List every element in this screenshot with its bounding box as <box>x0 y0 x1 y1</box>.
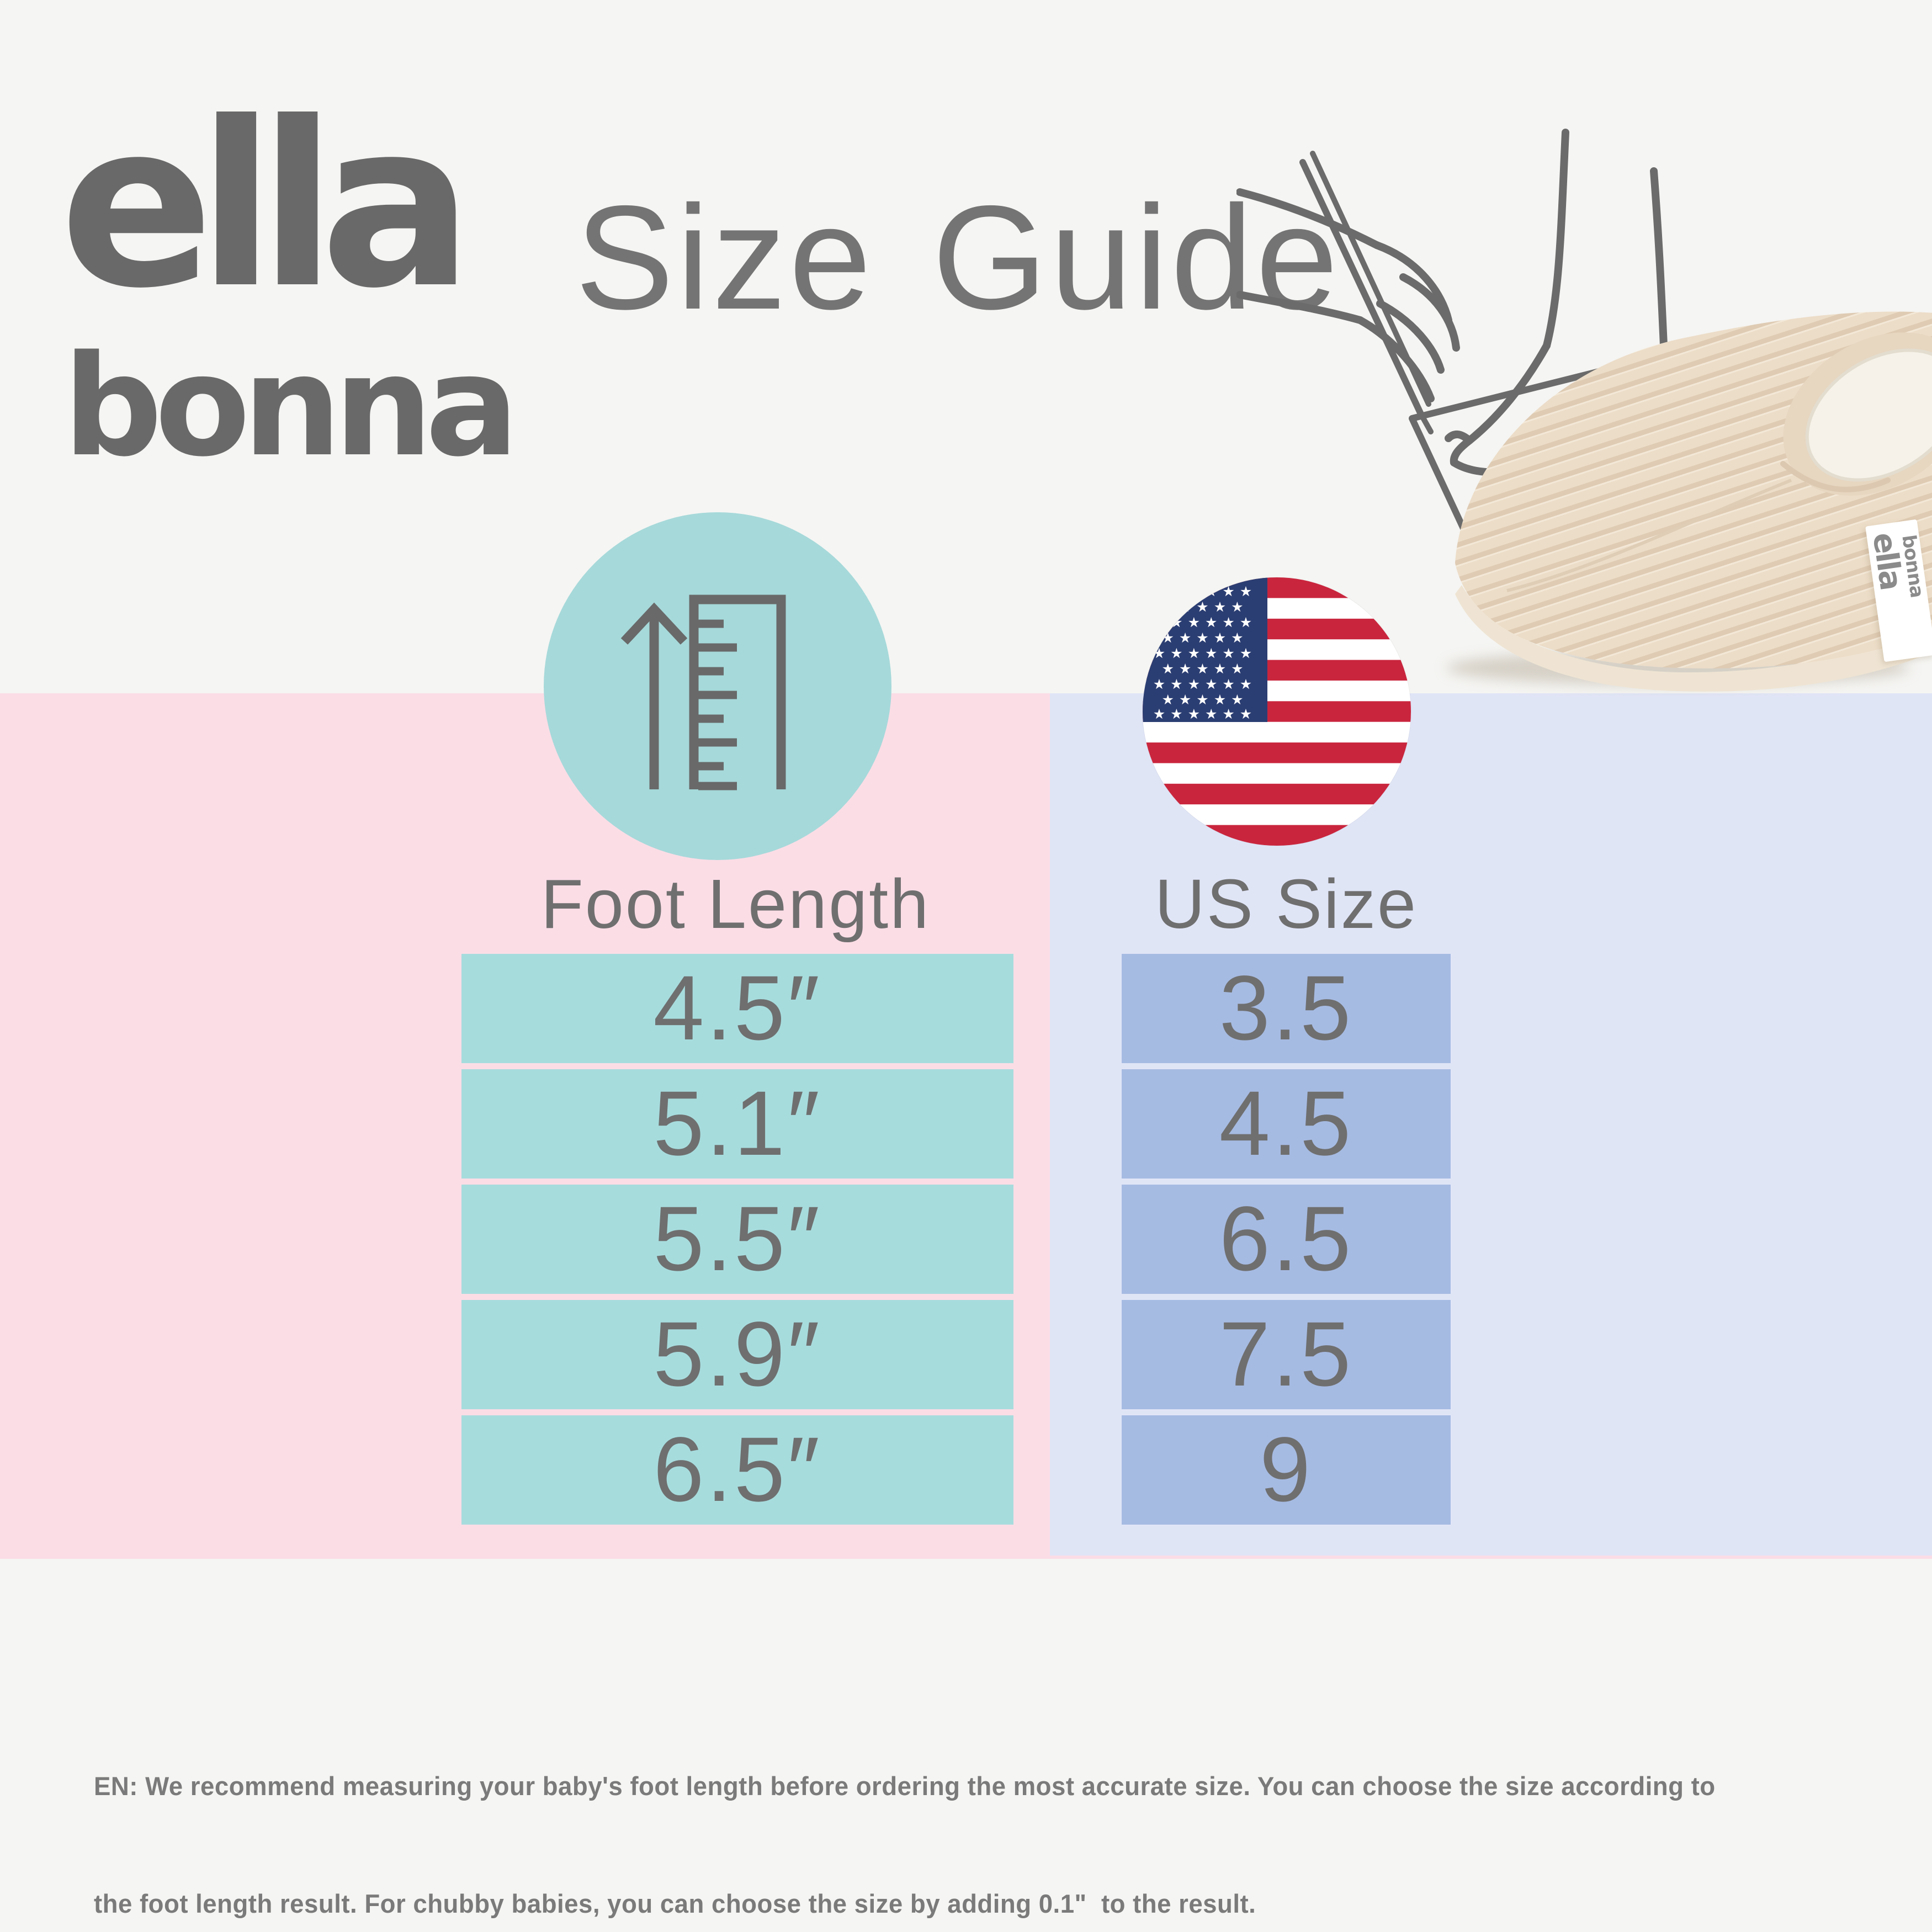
svg-text:★★★★★: ★★★★★ <box>1161 599 1248 615</box>
corduroy-baby-shoe-photo <box>1446 311 1932 692</box>
svg-text:★★★★★★: ★★★★★★ <box>1153 614 1257 630</box>
page-title: Size Guide <box>575 174 1341 340</box>
foot-tracing-illustration <box>1236 129 1719 554</box>
foot-length-cell: 4.5″ <box>461 954 1013 1063</box>
brand-logo: ella bonna <box>60 74 519 487</box>
us-size-cell: 6.5 <box>1122 1185 1451 1294</box>
svg-text:★★★★★★: ★★★★★★ <box>1153 583 1257 599</box>
svg-text:★★★★★★: ★★★★★★ <box>1153 676 1257 692</box>
foot-length-cell: 5.9″ <box>461 1300 1013 1409</box>
svg-text:★★★★★: ★★★★★ <box>1161 630 1248 646</box>
us-flag-icon: ★★★★★★ ★★★★★ ★★★★★★ ★★★★★ ★★★★★★ ★★★★★ ★… <box>1143 577 1411 846</box>
foot-length-cell: 5.1″ <box>461 1069 1013 1179</box>
svg-text:★★★★★★: ★★★★★★ <box>1153 706 1257 722</box>
brand-logo-line1: ella <box>60 74 474 338</box>
us-size-cell: 4.5 <box>1122 1069 1451 1179</box>
brand-logo-line2: bonna <box>63 326 519 487</box>
svg-text:★★★★★: ★★★★★ <box>1161 692 1248 708</box>
us-size-cell: 3.5 <box>1122 954 1451 1063</box>
svg-text:★★★★★★: ★★★★★★ <box>1153 645 1257 661</box>
foot-length-column-header: Foot Length <box>540 864 931 943</box>
measuring-note-line2: the foot length result. For chubby babie… <box>94 1889 1256 1918</box>
foot-length-badge <box>544 512 891 860</box>
measuring-note: EN: We recommend measuring your baby's f… <box>94 1688 1716 1932</box>
us-size-column-header: US Size <box>1154 864 1418 943</box>
us-size-cell: 7.5 <box>1122 1300 1451 1409</box>
foot-length-cell: 6.5″ <box>461 1415 1013 1525</box>
svg-text:★★★★★: ★★★★★ <box>1161 661 1248 677</box>
foot-length-cell: 5.5″ <box>461 1185 1013 1294</box>
us-size-cell: 9 <box>1122 1415 1451 1525</box>
measuring-note-line1: EN: We recommend measuring your baby's f… <box>94 1771 1716 1801</box>
ruler-up-arrow-icon <box>620 595 786 790</box>
